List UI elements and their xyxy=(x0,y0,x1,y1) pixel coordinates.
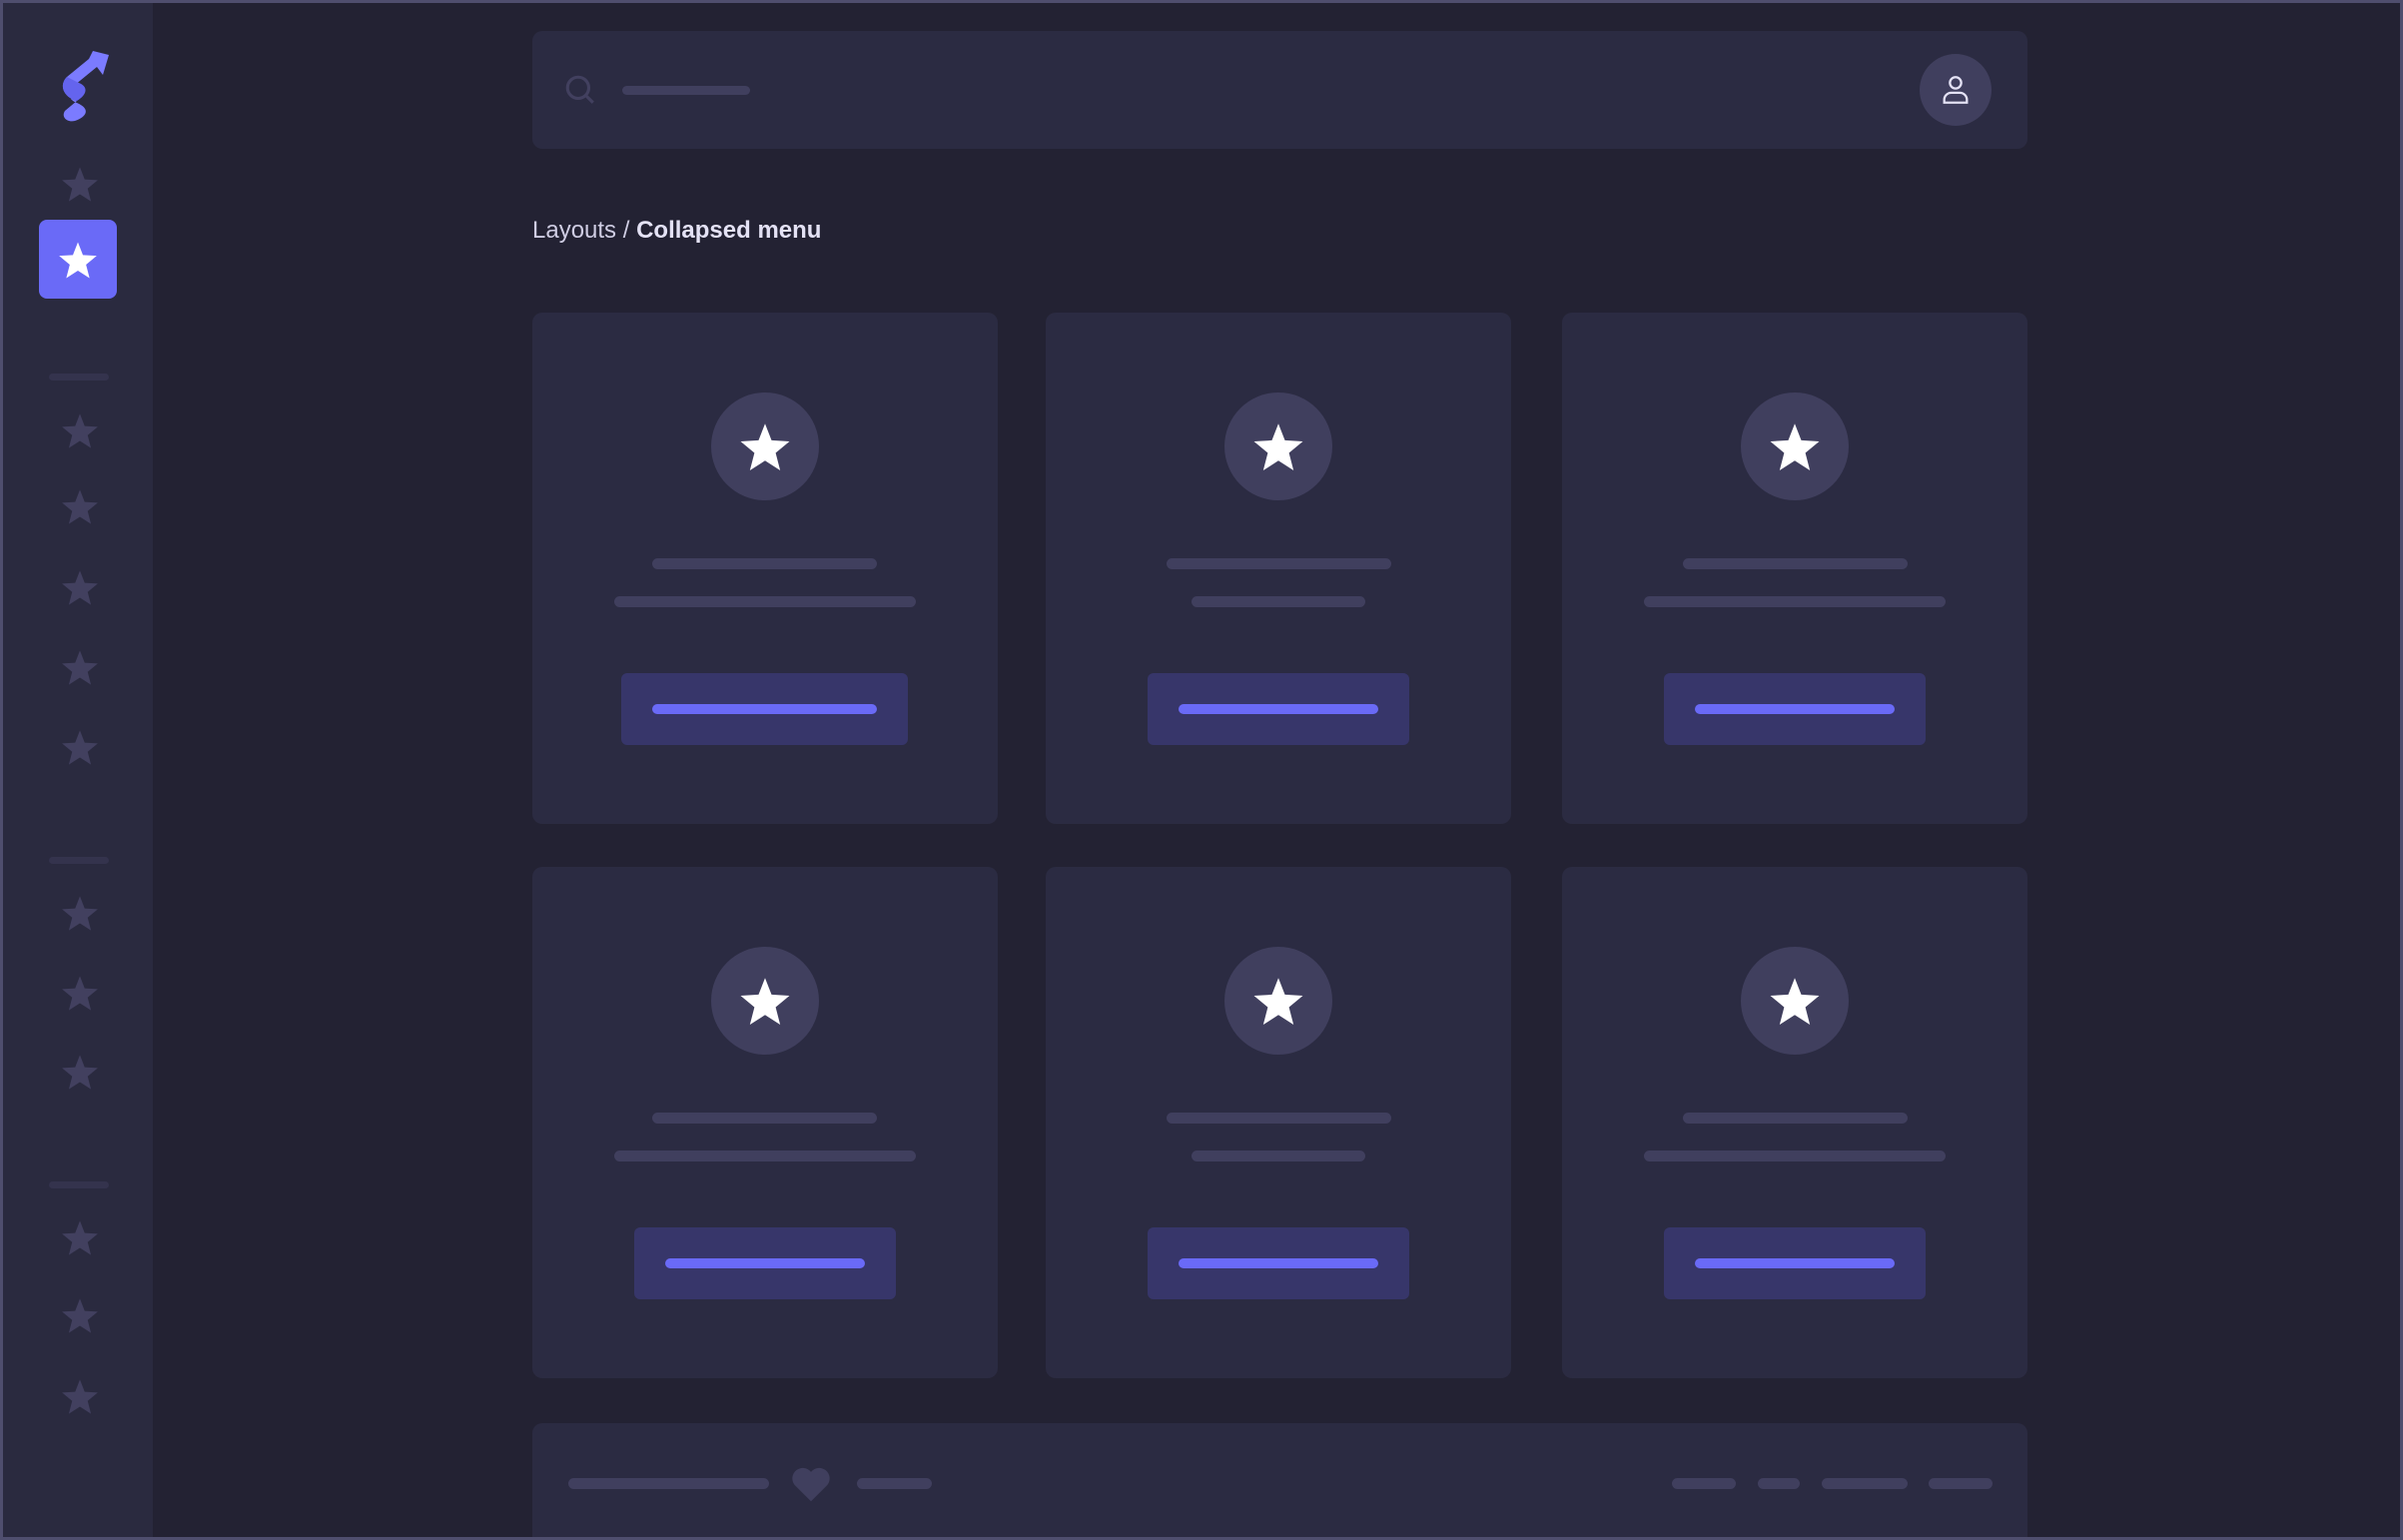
footer-link[interactable] xyxy=(1822,1478,1908,1489)
card-icon-circle xyxy=(1741,392,1849,500)
card-subtitle xyxy=(614,1151,916,1161)
card xyxy=(1046,867,1511,1378)
footer-link[interactable] xyxy=(1929,1478,1993,1489)
sidebar-item-star[interactable] xyxy=(53,157,107,211)
card xyxy=(1562,867,2027,1378)
star-icon xyxy=(1253,978,1303,1026)
star-icon xyxy=(62,489,98,524)
card-button-label xyxy=(1695,704,1895,714)
star-icon xyxy=(740,978,790,1026)
sidebar-item-star[interactable] xyxy=(53,720,107,774)
sidebar-item-star[interactable] xyxy=(53,1210,107,1264)
star-icon xyxy=(62,413,98,448)
breadcrumb-separator: / xyxy=(616,217,637,244)
card-icon-circle xyxy=(1224,392,1332,500)
card-button[interactable] xyxy=(621,673,908,745)
sidebar-divider xyxy=(49,374,109,381)
top-bar xyxy=(532,31,2027,149)
star-icon xyxy=(62,167,98,202)
card-button[interactable] xyxy=(634,1227,896,1299)
sidebar-item-star[interactable] xyxy=(53,966,107,1020)
sidebar-item-star[interactable] xyxy=(53,1369,107,1423)
card-title xyxy=(652,1113,877,1124)
sidebar-item-star[interactable] xyxy=(53,640,107,694)
footer-link[interactable] xyxy=(1672,1478,1736,1489)
brand-logo xyxy=(62,51,109,122)
avatar-button[interactable] xyxy=(1920,54,1992,126)
card-subtitle xyxy=(1644,596,1946,607)
card xyxy=(1562,313,2027,824)
card-button-label xyxy=(1695,1258,1895,1268)
heart-icon xyxy=(792,1467,830,1502)
card-button-label xyxy=(652,704,877,714)
card-icon-circle xyxy=(1224,947,1332,1055)
star-icon xyxy=(62,976,98,1011)
sidebar-item-star[interactable] xyxy=(53,479,107,533)
sidebar-item-active[interactable] xyxy=(39,220,117,299)
star-icon xyxy=(1253,423,1303,471)
star-icon xyxy=(62,1220,98,1255)
card-icon-circle xyxy=(711,392,819,500)
star-icon xyxy=(62,1298,98,1333)
sidebar-item-star[interactable] xyxy=(53,886,107,940)
star-icon xyxy=(59,242,97,278)
star-icon xyxy=(740,423,790,471)
card-subtitle xyxy=(614,596,916,607)
sidebar-divider xyxy=(49,1181,109,1188)
card-subtitle xyxy=(1192,596,1365,607)
card-button[interactable] xyxy=(1664,673,1926,745)
footer-link[interactable] xyxy=(857,1478,932,1489)
card-subtitle xyxy=(1192,1151,1365,1161)
star-icon xyxy=(1770,978,1820,1026)
sidebar-item-star[interactable] xyxy=(53,403,107,457)
card-button-label xyxy=(1179,704,1378,714)
sidebar-item-star[interactable] xyxy=(53,560,107,614)
star-icon xyxy=(62,1055,98,1090)
star-icon xyxy=(62,650,98,685)
card xyxy=(532,313,998,824)
star-icon xyxy=(62,730,98,765)
card-title xyxy=(1683,1113,1908,1124)
card-button[interactable] xyxy=(1664,1227,1926,1299)
card-title xyxy=(1167,558,1391,569)
breadcrumb-parent[interactable]: Layouts xyxy=(532,217,617,244)
star-icon xyxy=(62,1379,98,1414)
card-icon-circle xyxy=(711,947,819,1055)
sidebar-item-star[interactable] xyxy=(53,1288,107,1342)
footer-bar xyxy=(532,1423,2027,1537)
sidebar xyxy=(3,3,153,1537)
star-icon xyxy=(62,896,98,931)
card-button-label xyxy=(665,1258,865,1268)
card-title xyxy=(1683,558,1908,569)
star-icon xyxy=(1770,423,1820,471)
footer-text xyxy=(568,1478,769,1489)
card-button[interactable] xyxy=(1148,673,1409,745)
card-subtitle xyxy=(1644,1151,1946,1161)
footer-link[interactable] xyxy=(1758,1478,1800,1489)
card-button[interactable] xyxy=(1148,1227,1409,1299)
card xyxy=(1046,313,1511,824)
search-icon[interactable] xyxy=(563,73,597,107)
card-button-label xyxy=(1179,1258,1378,1268)
card-title xyxy=(1167,1113,1391,1124)
search-input[interactable] xyxy=(622,86,750,95)
card-icon-circle xyxy=(1741,947,1849,1055)
card-title xyxy=(652,558,877,569)
sidebar-divider xyxy=(49,857,109,864)
user-icon xyxy=(1943,76,1969,104)
star-icon xyxy=(62,570,98,605)
card xyxy=(532,867,998,1378)
breadcrumb-current: Collapsed menu xyxy=(636,217,822,244)
breadcrumb: Layouts / Collapsed menu xyxy=(532,217,821,245)
sidebar-item-star[interactable] xyxy=(53,1045,107,1099)
